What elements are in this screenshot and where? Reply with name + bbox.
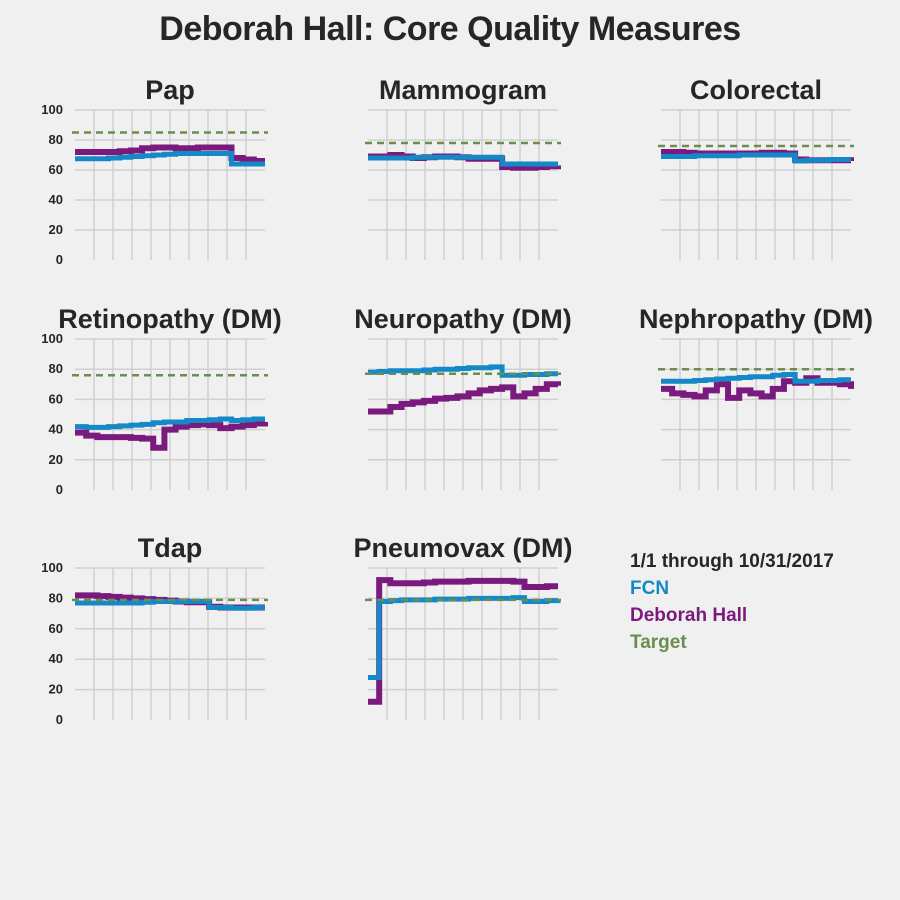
legend-item-deborah-hall: Deborah Hall [630, 605, 748, 626]
legend-item-fcn: FCN [630, 578, 670, 599]
series-line-deborah-hall [368, 577, 558, 705]
page-title: Deborah Hall: Core Quality Measures [159, 10, 741, 48]
series-line-fcn [75, 598, 265, 611]
y-tick-label: 60 [49, 391, 63, 406]
panel-title-colorectal: Colorectal [690, 75, 822, 105]
y-tick-label: 0 [56, 712, 63, 727]
panel-colorectal: Colorectal [658, 75, 854, 260]
series-line-deborah-hall [75, 144, 265, 164]
y-tick-label: 60 [49, 621, 63, 636]
legend-period: 1/1 through 10/31/2017 [630, 551, 834, 572]
panel-title-nephropathy-dm: Nephropathy (DM) [639, 304, 873, 334]
y-tick-label: 0 [56, 252, 63, 267]
series-line-fcn [661, 152, 851, 164]
y-tick-label: 80 [49, 132, 63, 147]
panel-mammogram: Mammogram [365, 75, 561, 260]
panel-title-tdap: Tdap [138, 533, 203, 563]
panel-tdap: 100 80 60 40 20 0 Tdap [41, 533, 268, 727]
panel-pneumovax-dm: Pneumovax (DM) [353, 533, 573, 720]
y-tick-label: 0 [56, 482, 63, 497]
series-line-fcn [368, 154, 558, 167]
legend: 1/1 through 10/31/2017 FCN Deborah Hall … [630, 548, 834, 656]
series-line-fcn [75, 416, 265, 430]
panel-neuropathy-dm: Neuropathy (DM) [354, 304, 572, 490]
y-tick-label: 20 [49, 222, 63, 237]
y-tick-label: 20 [49, 452, 63, 467]
y-tick-label: 60 [49, 162, 63, 177]
y-tick-label: 80 [49, 590, 63, 605]
panel-title-pneumovax-dm: Pneumovax (DM) [353, 533, 572, 563]
panel-pap: 100 80 60 40 20 0 Pap [41, 75, 268, 267]
y-tick-label: 100 [41, 331, 63, 346]
series-line-fcn [661, 371, 851, 384]
panel-retinopathy-dm: 100 80 60 40 20 0 Retinopathy (DM) [41, 304, 281, 497]
y-tick-label: 100 [41, 102, 63, 117]
y-tick-label: 40 [49, 192, 63, 207]
panel-title-pap: Pap [145, 75, 195, 105]
y-tick-label: 80 [49, 361, 63, 376]
series-line-fcn [75, 151, 265, 167]
panel-title-mammogram: Mammogram [379, 75, 547, 105]
panel-title-neuropathy-dm: Neuropathy (DM) [354, 304, 572, 334]
y-tick-label: 40 [49, 651, 63, 666]
y-tick-label: 20 [49, 682, 63, 697]
y-tick-label: 100 [41, 560, 63, 575]
legend-item-target: Target [630, 632, 687, 653]
series-line-deborah-hall [75, 420, 268, 451]
panel-title-retinopathy-dm: Retinopathy (DM) [58, 304, 281, 334]
series-line-deborah-hall [368, 381, 561, 415]
panel-nephropathy-dm: Nephropathy (DM) [639, 304, 873, 490]
y-tick-label: 40 [49, 422, 63, 437]
